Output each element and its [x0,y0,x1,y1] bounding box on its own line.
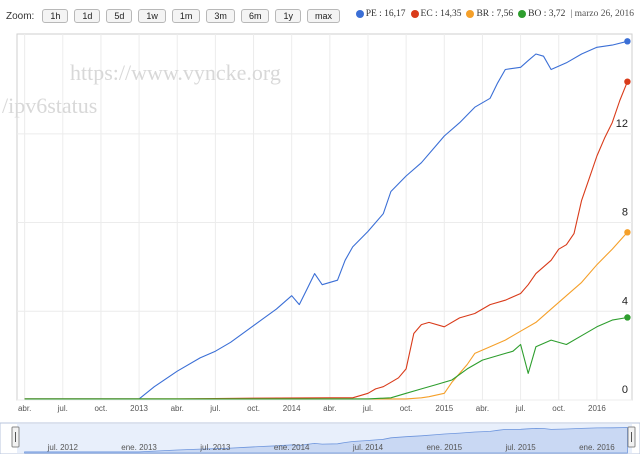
legend-dot-icon [518,10,527,18]
grid [16,33,633,401]
x-tick-label: oct. [552,404,565,413]
series-line-ec [24,81,628,400]
zoom-bar: Zoom: 1h 1d 5d 1w 1m 3m 6m 1y max [6,7,340,25]
x-tick-label: oct. [400,404,413,413]
zoom-label: Zoom: [6,10,35,22]
legend-label: BO : 3,72 [528,9,566,19]
legend-date: | marzo 26, 2016 [570,9,634,19]
x-tick-label: abr. [18,404,31,413]
navigator[interactable]: jul. 2012 ene. 2013 jul. 2013 ene. 2014 jul.… [0,422,640,454]
x-tick-label: 2015 [435,404,453,413]
x-tick-label: abr. [171,404,184,413]
navigator-label: jul. 2014 [352,443,384,452]
zoom-6m-button[interactable]: 6m [240,9,270,23]
zoom-1y-button[interactable]: 1y [275,9,301,23]
watermark-path: /ipv6status [2,93,97,118]
legend-label: EC : 14,35 [420,9,462,19]
x-tick-label: oct. [94,404,107,413]
legend-label: BR : 7,56 [476,9,514,19]
x-tick-label: abr. [323,404,336,413]
navigator-label: jul. 2015 [504,443,536,452]
y-axis-labels: 0 4 8 12 [616,118,628,396]
x-tick-label: abr. [476,404,489,413]
navigator-label: ene. 2014 [274,443,310,452]
navigator-label: ene. 2013 [121,443,157,452]
legend-item-ec[interactable]: EC : 14,35 [410,9,462,19]
navigator-area [24,427,628,454]
y-tick-label: 8 [622,207,628,219]
navigator-label: jul. 2012 [47,443,79,452]
series-group [24,38,631,400]
x-tick-label: jul. [57,404,68,413]
series-endpoint-pe [624,38,631,45]
legend-item-pe[interactable]: PE : 16,17 [355,9,406,19]
navigator-label: ene. 2015 [426,443,462,452]
x-tick-label: jul. [209,404,220,413]
zoom-1h-button[interactable]: 1h [42,9,69,23]
x-tick-label: 2016 [588,404,606,413]
zoom-1w-button[interactable]: 1w [138,9,166,23]
series-endpoint-br [624,229,631,236]
y-tick-label: 12 [616,118,628,130]
x-tick-label: 2013 [130,404,148,413]
series-line-br [24,231,628,400]
x-tick-label: jul. [514,404,525,413]
x-tick-label: oct. [247,404,260,413]
legend-dot-icon [355,10,364,18]
y-tick-label: 4 [622,295,628,307]
zoom-max-button[interactable]: max [306,9,340,23]
zoom-1m-button[interactable]: 1m [171,9,201,23]
navigator-label: ene. 2016 [579,443,615,452]
legend: PE : 16,17 EC : 14,35 BR : 7,56 BO : 3,7… [355,9,634,19]
navigator-label: jul. 2013 [199,443,231,452]
legend-dot-icon [466,10,475,18]
x-axis-labels: abr. jul. oct. 2013 abr. jul. oct. 2014 abr. jul.… [18,404,606,413]
x-tick-label: jul. [362,404,373,413]
watermark-url: https://www.vyncke.org [70,60,281,85]
zoom-1d-button[interactable]: 1d [74,9,101,23]
y-tick-label: 0 [622,384,628,396]
x-tick-label: 2014 [283,404,301,413]
series-endpoint-ec [624,78,631,85]
plot-area [16,33,633,401]
legend-label: PE : 16,17 [365,9,406,19]
zoom-3m-button[interactable]: 3m [206,9,235,23]
series-line-pe [24,40,628,400]
zoom-5d-button[interactable]: 5d [106,9,133,23]
series-line-bo [24,316,628,400]
legend-item-bo[interactable]: BO : 3,72 [518,9,565,19]
legend-item-br[interactable]: BR : 7,56 [466,9,513,19]
series-endpoint-bo [624,314,631,321]
legend-dot-icon [410,10,419,18]
